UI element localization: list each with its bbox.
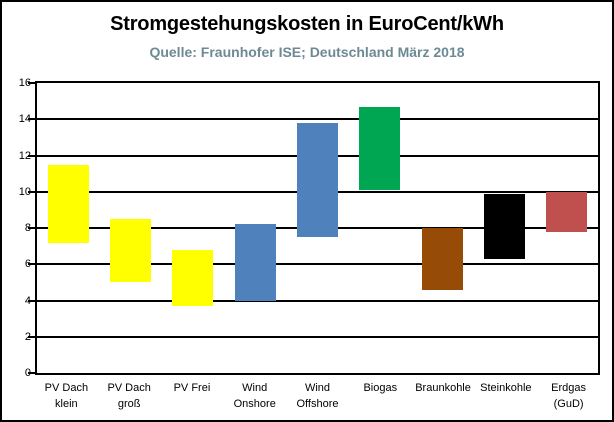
x-label-line: Offshore — [296, 398, 339, 410]
chart-subtitle: Quelle: Fraunhofer ISE; Deutschland März… — [149, 44, 465, 60]
y-axis: 0 2 4 6 8 10 12 14 16 — [4, 77, 31, 379]
y-tick-label-10: 10 — [18, 185, 31, 198]
y-tick-2 — [28, 335, 35, 338]
y-tick-label-6: 6 — [4, 257, 31, 271]
x-label-line: Erdgas — [551, 382, 587, 394]
x-label-wind-onshore: Wind Onshore — [234, 380, 276, 412]
x-label-braunkohle: Braunkohle — [415, 380, 471, 396]
y-tick-8 — [28, 227, 35, 229]
bar-wind-offshore — [297, 122, 338, 238]
x-label-steinkohle: Steinkohle — [480, 380, 531, 396]
y-tick-14 — [28, 118, 35, 121]
x-label-pv-dach-gro: PV Dach groß — [107, 380, 150, 412]
x-label-pv-frei: PV Frei — [174, 380, 211, 396]
bar-pv-dach-klein — [47, 164, 89, 243]
y-tick-label-8: 8 — [4, 221, 31, 235]
y-tick-label-2: 2 — [4, 330, 31, 344]
bar-braunkohle — [421, 228, 463, 290]
x-label-wind-offshore: Wind Offshore — [297, 380, 339, 412]
y-tick-4 — [28, 299, 35, 302]
y-tick-label-0: 0 — [4, 366, 31, 380]
bar-erdgas-gud — [546, 191, 588, 232]
x-label-line: PV Dach — [107, 382, 151, 394]
x-label-line: groß — [117, 398, 141, 410]
gridline-6 — [37, 263, 598, 266]
y-tick-6 — [28, 263, 35, 266]
x-label-biogas: Biogas — [363, 380, 397, 396]
y-tick-12 — [28, 154, 35, 157]
gridline-2 — [37, 335, 598, 338]
chart-title: Stromgestehungskosten in EuroCent/kWh — [110, 13, 504, 35]
x-label-line: PV Frei — [173, 382, 211, 394]
plot-area — [28, 81, 600, 375]
y-tick-label-12: 12 — [18, 149, 31, 162]
x-label-line: Wind — [242, 382, 268, 394]
x-label-line: Onshore — [233, 398, 276, 410]
y-tick-16 — [28, 82, 35, 84]
x-label-line: klein — [55, 398, 78, 410]
y-tick-label-4: 4 — [4, 294, 31, 308]
y-tick-label-16: 16 — [18, 77, 31, 89]
x-label-line: Steinkohle — [480, 382, 532, 394]
y-tick-10 — [28, 190, 35, 193]
x-label-pv-dach-klein: PV Dach klein — [45, 380, 88, 412]
gridline-14 — [37, 118, 598, 121]
y-tick-label-14: 14 — [18, 113, 31, 126]
bar-pv-frei — [172, 249, 214, 306]
x-axis: PV Dach klein PV Dach groß PV Frei Wind Onshor… — [35, 380, 600, 418]
x-label-line: (GuD) — [553, 398, 584, 410]
bar-biogas — [359, 106, 401, 190]
x-label-line: Biogas — [363, 382, 398, 394]
x-label-line: Braunkohle — [415, 382, 471, 394]
x-label-erdgas-gud: Erdgas (GuD) — [551, 380, 586, 412]
x-label-line: PV Dach — [44, 382, 89, 394]
y-tick-0 — [28, 372, 35, 374]
x-label-line: Wind — [304, 382, 331, 394]
bar-wind-onshore — [234, 224, 276, 301]
bar-pv-dach-gro — [110, 218, 151, 283]
gridline-4 — [37, 299, 598, 302]
bar-steinkohle — [484, 193, 525, 259]
